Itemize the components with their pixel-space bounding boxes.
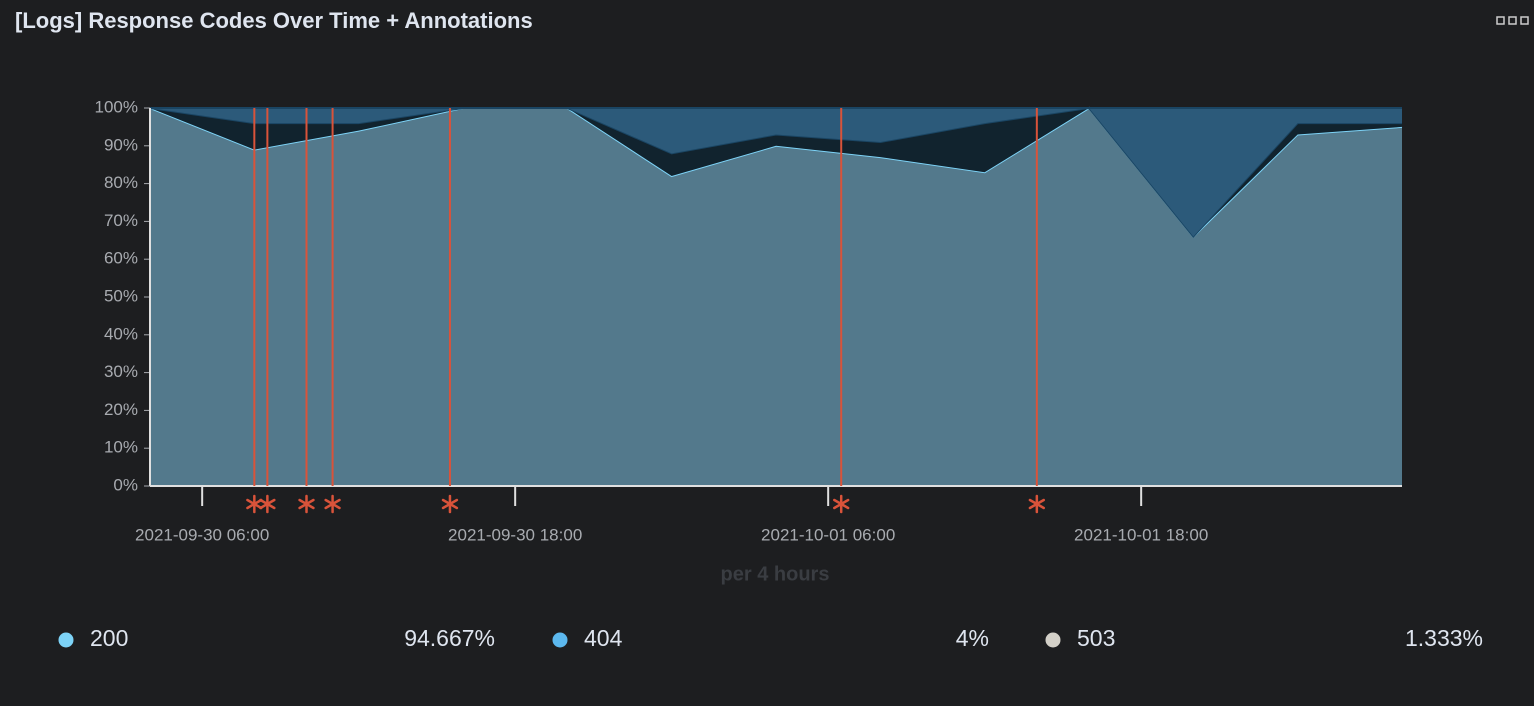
asterisk-stroke [1028, 498, 1046, 510]
legend-name: 200 [90, 625, 128, 651]
annotation-marker [441, 494, 459, 514]
legend-name: 404 [584, 625, 623, 651]
x-tick-label: 2021-09-30 18:00 [448, 525, 582, 544]
annotation-marker [259, 494, 276, 514]
annotation-marker [324, 494, 341, 514]
y-tick-label: 50% [104, 286, 138, 305]
area [150, 108, 1402, 486]
annotation-marker [246, 494, 263, 514]
legend-value: 94.667% [404, 625, 495, 651]
panel-title: [Logs] Response Codes Over Time + Annota… [15, 8, 533, 33]
y-tick-label: 80% [104, 173, 138, 192]
asterisk-stroke [298, 498, 315, 510]
panel-menu[interactable] [1496, 16, 1529, 25]
legend-value: 1.333% [1405, 625, 1483, 651]
area [150, 108, 1402, 237]
y-tick-label: 100% [95, 97, 138, 116]
legend-dot [1045, 632, 1061, 648]
x-axis-label: per 4 hours [721, 563, 830, 585]
y-tick-label: 0% [113, 475, 138, 494]
legend-dot [58, 632, 74, 648]
y-tick-label: 40% [104, 324, 138, 343]
menu-dot[interactable] [1496, 16, 1505, 25]
y-tick-label: 60% [104, 249, 138, 268]
asterisk-stroke [246, 498, 263, 510]
legend-name: 503 [1077, 625, 1115, 651]
y-tick-label: 70% [104, 211, 138, 230]
menu-dot[interactable] [1520, 16, 1529, 25]
annotation-marker [833, 494, 850, 514]
y-tick-label: 90% [104, 135, 138, 154]
annotation-marker [1028, 494, 1046, 514]
x-tick-label: 2021-10-01 18:00 [1074, 525, 1208, 544]
asterisk-stroke [259, 498, 276, 510]
y-tick-label: 20% [104, 400, 138, 419]
legend-value: 4% [956, 625, 989, 651]
x-tick-label: 2021-10-01 06:00 [761, 525, 895, 544]
asterisk-stroke [441, 498, 459, 510]
annotation-marker [298, 494, 315, 514]
y-tick-label: 10% [104, 438, 138, 457]
x-tick-label: 2021-09-30 06:00 [135, 525, 269, 544]
legend-dot [552, 632, 568, 648]
asterisk-stroke [324, 498, 341, 510]
y-tick-label: 30% [104, 362, 138, 381]
menu-dot[interactable] [1508, 16, 1517, 25]
asterisk-stroke [833, 498, 850, 510]
